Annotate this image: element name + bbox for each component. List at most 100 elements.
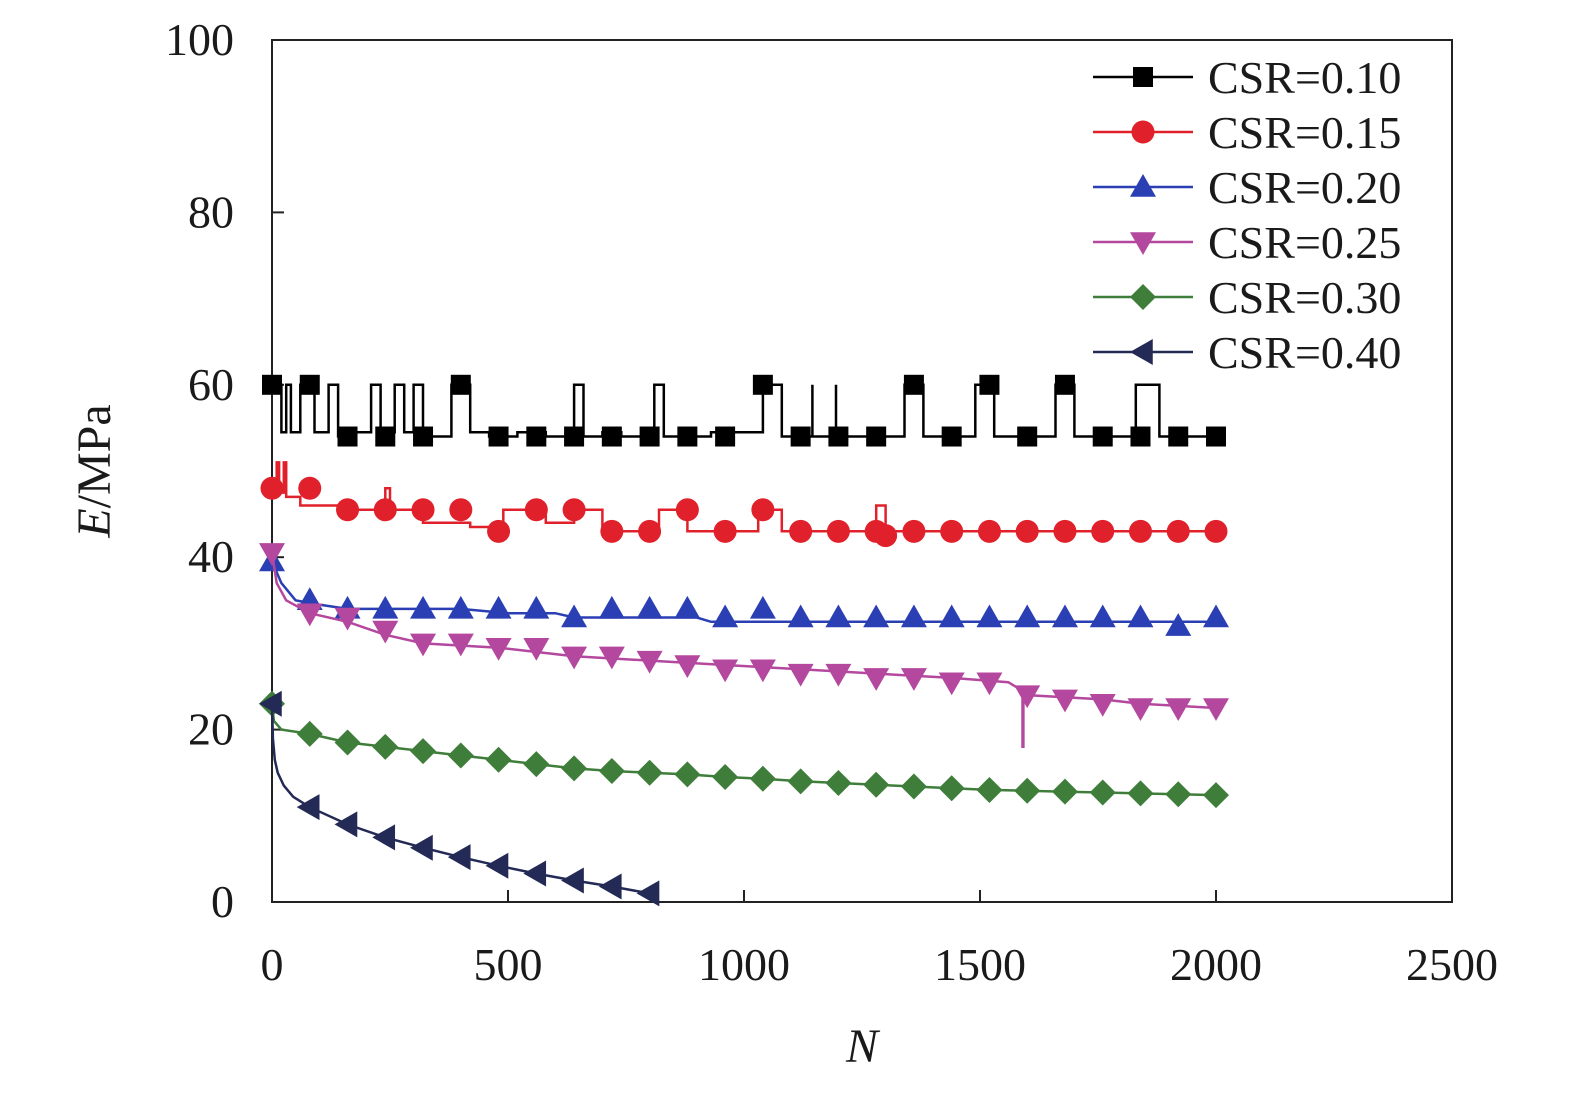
data-point <box>900 773 927 800</box>
legend-item: CSR=0.10 <box>1093 52 1401 103</box>
x-tick-label: 1500 <box>934 939 1026 990</box>
data-point <box>1089 693 1116 717</box>
x-axis-title: N <box>845 1020 881 1073</box>
data-point <box>447 595 474 619</box>
legend-label: CSR=0.30 <box>1208 272 1401 323</box>
plot-frame <box>271 39 1453 903</box>
data-point <box>749 595 776 619</box>
data-point <box>715 426 736 447</box>
data-point <box>1165 613 1192 636</box>
data-point <box>561 646 588 670</box>
data-point <box>447 742 474 769</box>
legend-marker <box>1130 174 1156 197</box>
data-point <box>639 426 660 447</box>
data-point <box>1014 604 1041 628</box>
data-point <box>1089 779 1116 806</box>
data-point <box>828 426 849 447</box>
data-point <box>447 633 474 657</box>
data-point <box>636 759 663 786</box>
data-point <box>1014 777 1041 804</box>
series-line <box>272 383 1216 438</box>
data-point <box>789 519 813 543</box>
data-point <box>638 519 662 543</box>
data-point <box>1168 426 1189 447</box>
data-point <box>600 519 624 543</box>
data-point <box>487 519 511 543</box>
data-point <box>410 738 437 765</box>
legend-marker <box>1133 67 1153 87</box>
data-point <box>749 765 776 792</box>
x-tick-label: 2500 <box>1406 939 1498 990</box>
data-point <box>751 498 775 522</box>
legend-label: CSR=0.25 <box>1208 217 1401 268</box>
data-point <box>523 637 550 661</box>
data-point <box>262 374 282 395</box>
data-point <box>712 764 739 791</box>
legend-item: CSR=0.20 <box>1093 162 1401 213</box>
data-point <box>636 595 663 619</box>
series-3 <box>259 548 1229 636</box>
data-point <box>488 426 509 447</box>
data-point <box>372 824 396 851</box>
data-point <box>598 873 622 900</box>
data-point <box>752 374 773 395</box>
data-point <box>1204 519 1228 543</box>
y-tick-label: 20 <box>188 704 234 755</box>
x-tick-label: 2000 <box>1170 939 1262 990</box>
data-point <box>938 775 965 802</box>
x-tick-label: 1000 <box>698 939 790 990</box>
legend-item: CSR=0.40 <box>1093 327 1401 378</box>
data-point <box>1166 519 1190 543</box>
data-point <box>1051 778 1078 805</box>
data-point <box>787 663 814 687</box>
data-point <box>296 603 323 627</box>
data-point <box>863 771 890 798</box>
data-point <box>675 498 699 522</box>
legend-label: CSR=0.15 <box>1208 107 1401 158</box>
y-tick-label: 60 <box>188 359 234 410</box>
data-point <box>940 519 964 543</box>
data-point <box>601 426 622 447</box>
legend-label: CSR=0.20 <box>1208 162 1401 213</box>
y-tick-label: 0 <box>211 876 234 927</box>
data-point <box>938 604 965 628</box>
data-point <box>485 637 512 661</box>
data-point <box>677 426 698 447</box>
x-tick-label: 500 <box>474 939 543 990</box>
legend-item: CSR=0.25 <box>1093 217 1401 268</box>
data-point <box>713 519 737 543</box>
data-point <box>1165 781 1192 808</box>
data-point <box>523 860 547 887</box>
data-point <box>790 426 811 447</box>
data-point <box>372 595 399 619</box>
data-point <box>1165 698 1192 722</box>
data-point <box>979 374 1000 395</box>
data-point <box>373 498 397 522</box>
data-point <box>941 426 962 447</box>
legend-marker <box>1131 120 1155 144</box>
data-point <box>523 595 550 619</box>
data-point <box>410 834 433 861</box>
data-point <box>485 746 512 773</box>
data-point <box>485 595 512 619</box>
series-2 <box>260 461 1228 548</box>
data-point <box>938 672 965 696</box>
data-point <box>674 595 701 619</box>
data-point <box>413 426 434 447</box>
data-point <box>1089 604 1116 628</box>
data-point <box>598 595 625 619</box>
data-point <box>1206 426 1226 447</box>
data-point <box>1127 698 1154 722</box>
legend-marker <box>1130 232 1156 255</box>
data-point <box>410 633 437 657</box>
data-point <box>825 770 852 797</box>
data-point <box>1130 426 1151 447</box>
data-point <box>977 519 1001 543</box>
y-tick-label: 80 <box>188 186 234 237</box>
data-point <box>1017 426 1038 447</box>
series-layer <box>259 374 1229 907</box>
data-point <box>1053 519 1077 543</box>
data-point <box>523 751 550 778</box>
data-point <box>874 524 898 548</box>
data-point <box>1203 604 1229 628</box>
